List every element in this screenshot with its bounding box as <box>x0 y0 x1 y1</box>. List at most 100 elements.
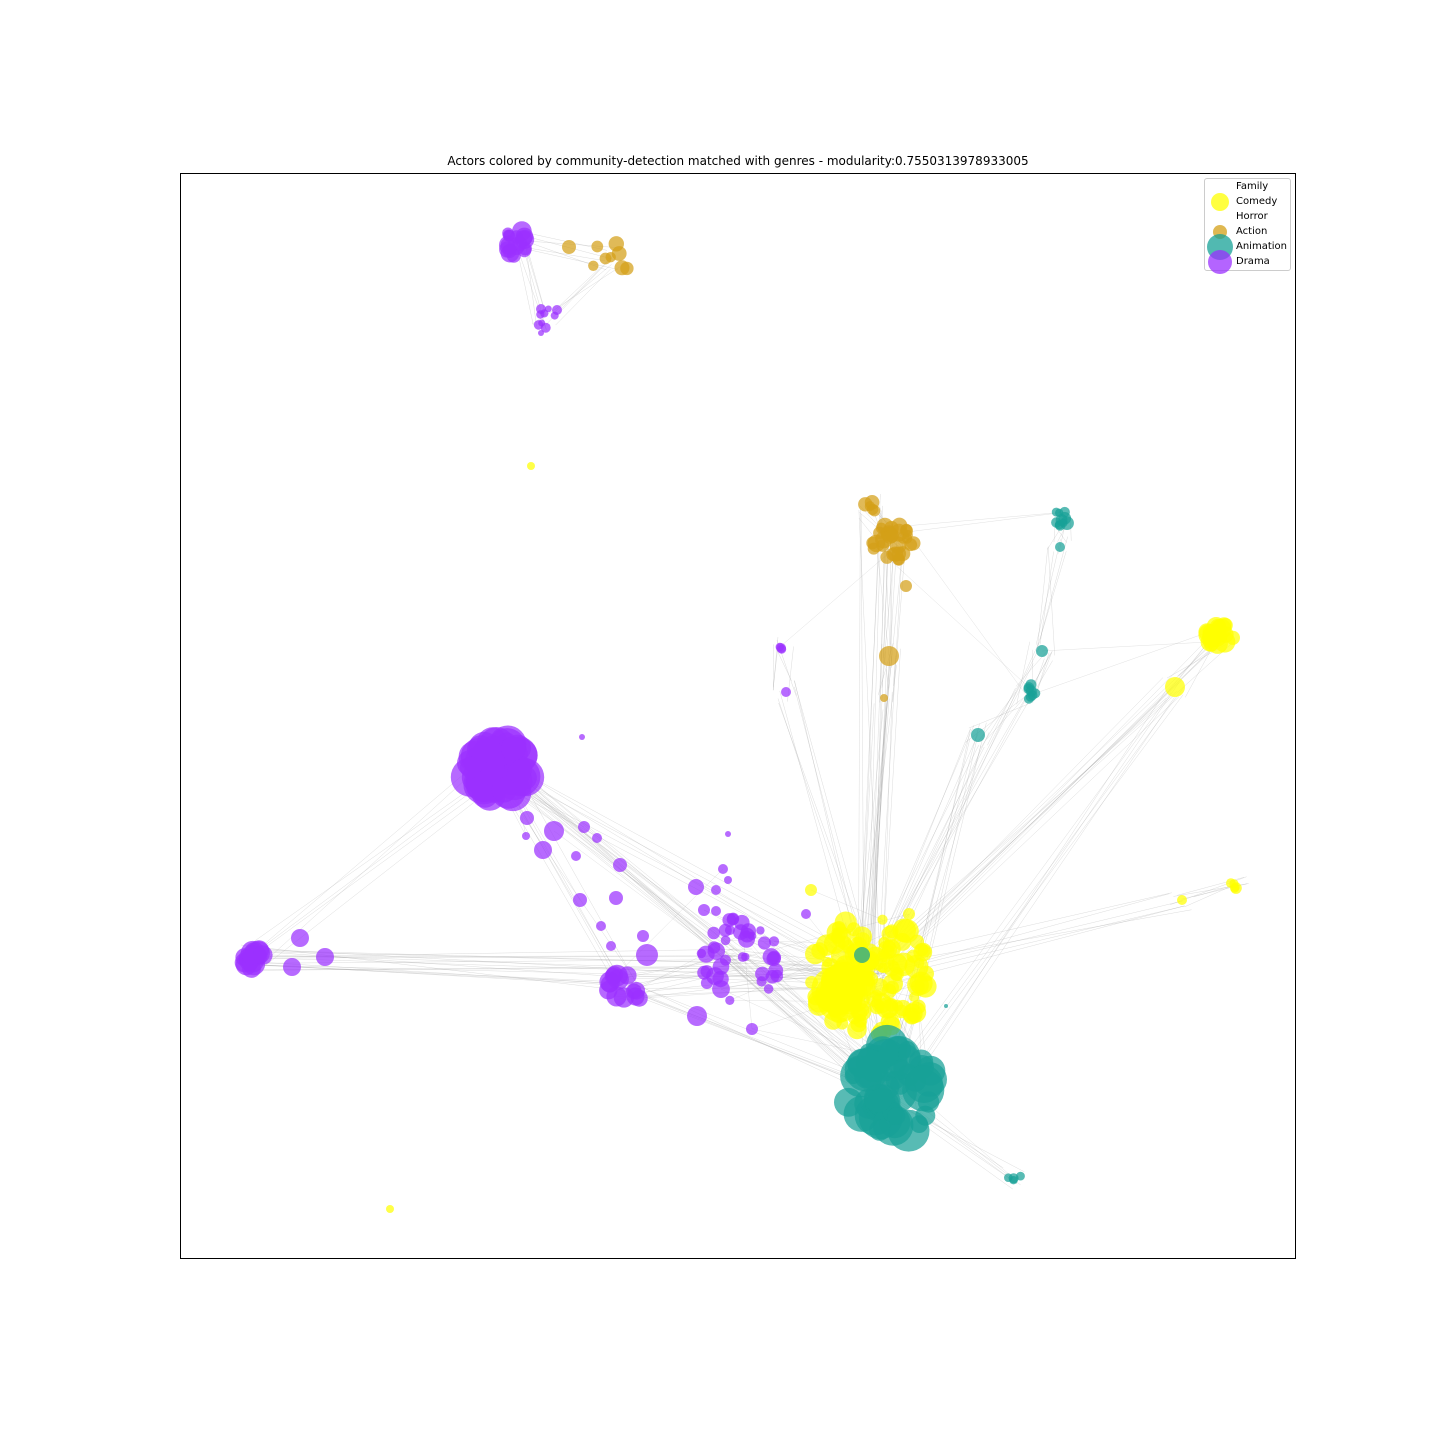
network-edge <box>881 696 1180 978</box>
actor-node-action <box>875 522 887 534</box>
actor-node-animation <box>1023 683 1034 695</box>
actor-node-drama <box>613 858 627 872</box>
network-edge <box>858 509 881 970</box>
actor-node-drama <box>502 244 517 259</box>
actor-node-comedy <box>805 884 817 896</box>
network-edge <box>906 530 1030 699</box>
actor-node-drama <box>571 851 581 861</box>
actor-node-drama <box>762 948 780 966</box>
network-edge <box>876 728 971 963</box>
actor-node-drama <box>722 913 737 927</box>
network-edge <box>264 965 616 984</box>
network-edge <box>857 664 897 977</box>
actor-node-drama <box>757 936 772 950</box>
network-edge <box>968 703 1029 729</box>
actor-node-drama <box>503 229 515 242</box>
actor-node-drama <box>765 970 780 984</box>
actor-node-action <box>900 580 912 592</box>
actor-node-drama <box>515 227 534 246</box>
actor-node-comedy <box>1225 630 1240 645</box>
actor-node-drama <box>725 831 731 837</box>
network-edge <box>505 761 885 1103</box>
node-layer <box>234 221 1242 1213</box>
actor-node-drama <box>718 923 732 937</box>
actor-node-comedy <box>914 957 925 969</box>
network-edge <box>556 255 614 316</box>
actor-node-comedy <box>874 1000 885 1011</box>
actor-node-drama <box>801 909 811 919</box>
actor-node-drama <box>720 954 731 966</box>
network-edge <box>869 646 892 972</box>
actor-node-drama <box>712 980 730 998</box>
network-edge <box>1047 546 1055 656</box>
actor-node-drama <box>687 1006 707 1026</box>
network-edge <box>493 766 882 973</box>
network-edge <box>887 686 1184 1087</box>
network-edge <box>876 543 890 657</box>
legend: Family Comedy Horror Action Animation Dr… <box>1204 178 1291 274</box>
actor-node-comedy <box>887 953 908 974</box>
actor-node-drama <box>763 984 774 994</box>
actor-node-animation <box>899 1041 916 1058</box>
network-edge <box>609 868 724 982</box>
network-edge <box>505 758 729 948</box>
actor-node-comedy <box>871 989 883 1002</box>
network-edge <box>872 697 1167 964</box>
actor-node-comedy <box>831 929 846 945</box>
actor-node-comedy <box>386 1205 394 1213</box>
actor-node-animation <box>1016 1171 1025 1181</box>
actor-node-drama <box>596 921 606 931</box>
network-edge <box>1035 539 1061 645</box>
actor-node-drama <box>711 906 721 916</box>
actor-node-drama <box>756 926 765 935</box>
network-edge <box>793 680 873 966</box>
actor-node-drama <box>291 929 309 947</box>
actor-node-drama <box>283 958 301 976</box>
network-edge <box>885 661 889 689</box>
actor-node-drama <box>781 687 791 697</box>
network-edge <box>987 687 1016 746</box>
network-edge <box>499 759 738 952</box>
network-edge <box>1037 551 1067 649</box>
network-edge <box>1037 547 1049 647</box>
legend-item-comedy: Comedy <box>1205 193 1290 211</box>
actor-node-animation <box>893 1059 910 1076</box>
network-edge <box>488 773 877 977</box>
network-edge <box>862 656 892 982</box>
network-edge <box>242 960 620 985</box>
network-edge <box>498 756 884 1096</box>
network-edge <box>239 778 489 965</box>
network-edge <box>876 900 1183 975</box>
network-edge <box>865 690 1178 965</box>
network-edge <box>865 651 1053 975</box>
actor-node-drama <box>613 987 635 1008</box>
actor-node-animation <box>905 1065 943 1103</box>
actor-node-drama <box>544 821 564 841</box>
network-edge <box>729 1000 820 1002</box>
actor-node-drama <box>316 948 334 966</box>
network-edge <box>885 745 982 1084</box>
network-edge <box>497 780 615 983</box>
legend-item-family: Family <box>1205 179 1290 194</box>
actor-node-action <box>599 252 612 265</box>
network-edge <box>867 698 890 969</box>
actor-node-drama <box>520 811 534 825</box>
legend-marker-comedy <box>1211 193 1229 211</box>
network-edge <box>869 533 886 973</box>
actor-node-drama <box>609 891 623 905</box>
network-edge <box>240 944 638 993</box>
network-edge <box>886 512 1060 535</box>
actor-node-drama <box>775 642 784 652</box>
network-edge <box>506 768 884 1087</box>
actor-node-animation <box>844 1048 889 1092</box>
network-edge <box>244 770 509 963</box>
actor-node-comedy <box>1202 635 1217 649</box>
actor-node-drama <box>688 879 704 895</box>
legend-label-action: Action <box>1236 226 1268 237</box>
network-edge <box>1193 885 1232 898</box>
network-edge <box>866 510 882 987</box>
actor-node-comedy <box>902 1003 923 1024</box>
network-edge <box>893 694 1184 1084</box>
network-edge <box>861 545 904 966</box>
network-edge <box>779 544 899 648</box>
